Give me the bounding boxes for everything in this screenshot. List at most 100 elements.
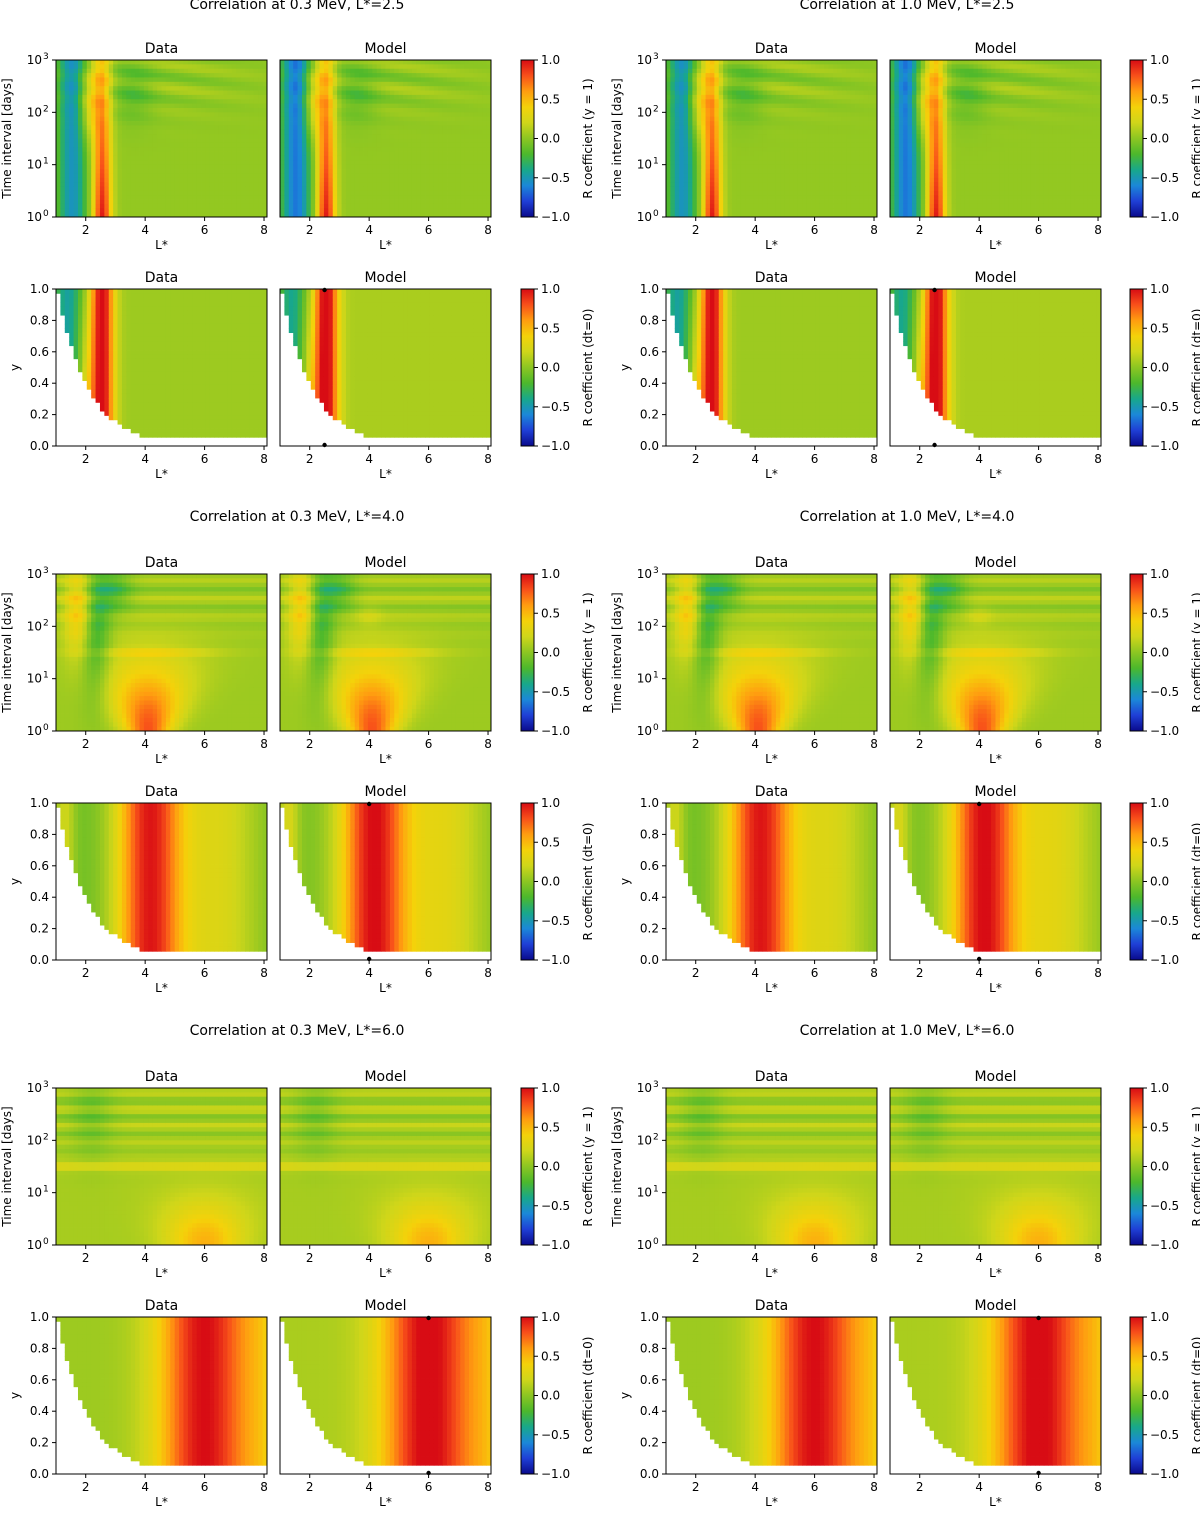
heatmap-cell (443, 208, 448, 213)
heatmap-cell (166, 108, 171, 113)
heatmap-cell (56, 169, 61, 174)
heatmap-cell (377, 69, 382, 74)
heatmap-cell (443, 169, 448, 174)
heatmap-cell (249, 208, 254, 213)
heatmap-cell (284, 64, 289, 69)
heatmap-cell (170, 204, 175, 209)
heatmap-cell (399, 173, 404, 178)
heatmap-cell (434, 69, 439, 74)
heatmap-cell (359, 86, 364, 91)
heatmap-cell (306, 191, 311, 196)
heatmap-cell (429, 143, 434, 148)
heatmap-cell (135, 73, 140, 78)
heatmap-cell (302, 204, 307, 209)
heatmap-cell (364, 104, 369, 109)
heatmap-cell (175, 139, 180, 144)
heatmap-cell (131, 165, 136, 170)
heatmap-cell (126, 195, 131, 200)
heatmap-cell (241, 208, 246, 213)
heatmap-cell (192, 125, 197, 130)
heatmap-cell (60, 156, 65, 161)
heatmap-cell (56, 186, 61, 191)
heatmap-cell (429, 195, 434, 200)
heatmap-cell (381, 77, 386, 82)
x-tick-label: 2 (82, 223, 90, 237)
heatmap-cell (126, 104, 131, 109)
heatmap-cell (258, 69, 263, 74)
heatmap-cell (135, 143, 140, 148)
heatmap-cell (350, 112, 355, 117)
heatmap-cell (342, 125, 347, 130)
heatmap-cell (74, 208, 79, 213)
heatmap-cell (78, 73, 83, 78)
heatmap-cell (104, 152, 109, 157)
heatmap-cell (100, 117, 105, 122)
heatmap-cell (306, 91, 311, 96)
heatmap-cell (188, 69, 193, 74)
heatmap-cell (183, 156, 188, 161)
heatmap-cell (421, 69, 426, 74)
heatmap-cell (56, 200, 61, 205)
heatmap-cell (162, 117, 167, 122)
heatmap-cell (236, 77, 241, 82)
heatmap-cell (311, 104, 316, 109)
heatmap-cell (333, 112, 338, 117)
heatmap-cell (320, 104, 325, 109)
heatmap-cell (394, 156, 399, 161)
heatmap-cell (386, 165, 391, 170)
heatmap-cell (60, 125, 65, 130)
heatmap-cell (192, 139, 197, 144)
heatmap-cell (443, 117, 448, 122)
heatmap-cell (302, 95, 307, 100)
heatmap-cell (144, 60, 149, 65)
heatmap-cell (236, 152, 241, 157)
heatmap-cell (342, 195, 347, 200)
heatmap-cell (258, 160, 263, 165)
heatmap-cell (245, 134, 250, 139)
heatmap-cell (135, 139, 140, 144)
heatmap-cell (324, 77, 329, 82)
heatmap-cell (131, 208, 136, 213)
heatmap-cell (245, 178, 250, 183)
heatmap-cell (241, 82, 246, 87)
heatmap-cell (74, 60, 79, 65)
heatmap-cell (183, 204, 188, 209)
heatmap-cell (183, 117, 188, 122)
heatmap-cell (407, 160, 412, 165)
heatmap-cell (157, 64, 162, 69)
heatmap-cell (443, 178, 448, 183)
heatmap-cell (175, 191, 180, 196)
heatmap-cell (100, 165, 105, 170)
heatmap-cell (368, 178, 373, 183)
heatmap-cell (429, 169, 434, 174)
heatmap-cell (425, 125, 430, 130)
heatmap-cell (153, 173, 158, 178)
heatmap-cell (56, 173, 61, 178)
heatmap-cell (416, 69, 421, 74)
heatmap-cell (140, 204, 145, 209)
heatmap-cell (113, 73, 118, 78)
heatmap-cell (416, 125, 421, 130)
heatmap-cell (227, 169, 232, 174)
heatmap-cell (311, 147, 316, 152)
heatmap-cell (162, 60, 167, 65)
heatmap-cell (179, 99, 184, 104)
heatmap-cell (188, 112, 193, 117)
heatmap-cell (289, 117, 294, 122)
heatmap-cell (74, 130, 79, 135)
heatmap-cell (302, 121, 307, 126)
heatmap-cell (284, 173, 289, 178)
heatmap-cell (311, 173, 316, 178)
heatmap-cell (148, 121, 153, 126)
heatmap-cell (337, 156, 342, 161)
heatmap-cell (122, 173, 127, 178)
heatmap-cell (122, 134, 127, 139)
heatmap-cell (153, 73, 158, 78)
heatmap-cell (249, 200, 254, 205)
heatmap-cell (298, 147, 303, 152)
heatmap-cell (118, 112, 123, 117)
heatmap-cell (135, 169, 140, 174)
heatmap-cell (65, 95, 70, 100)
heatmap-cell (78, 208, 83, 213)
heatmap-cell (241, 108, 246, 113)
